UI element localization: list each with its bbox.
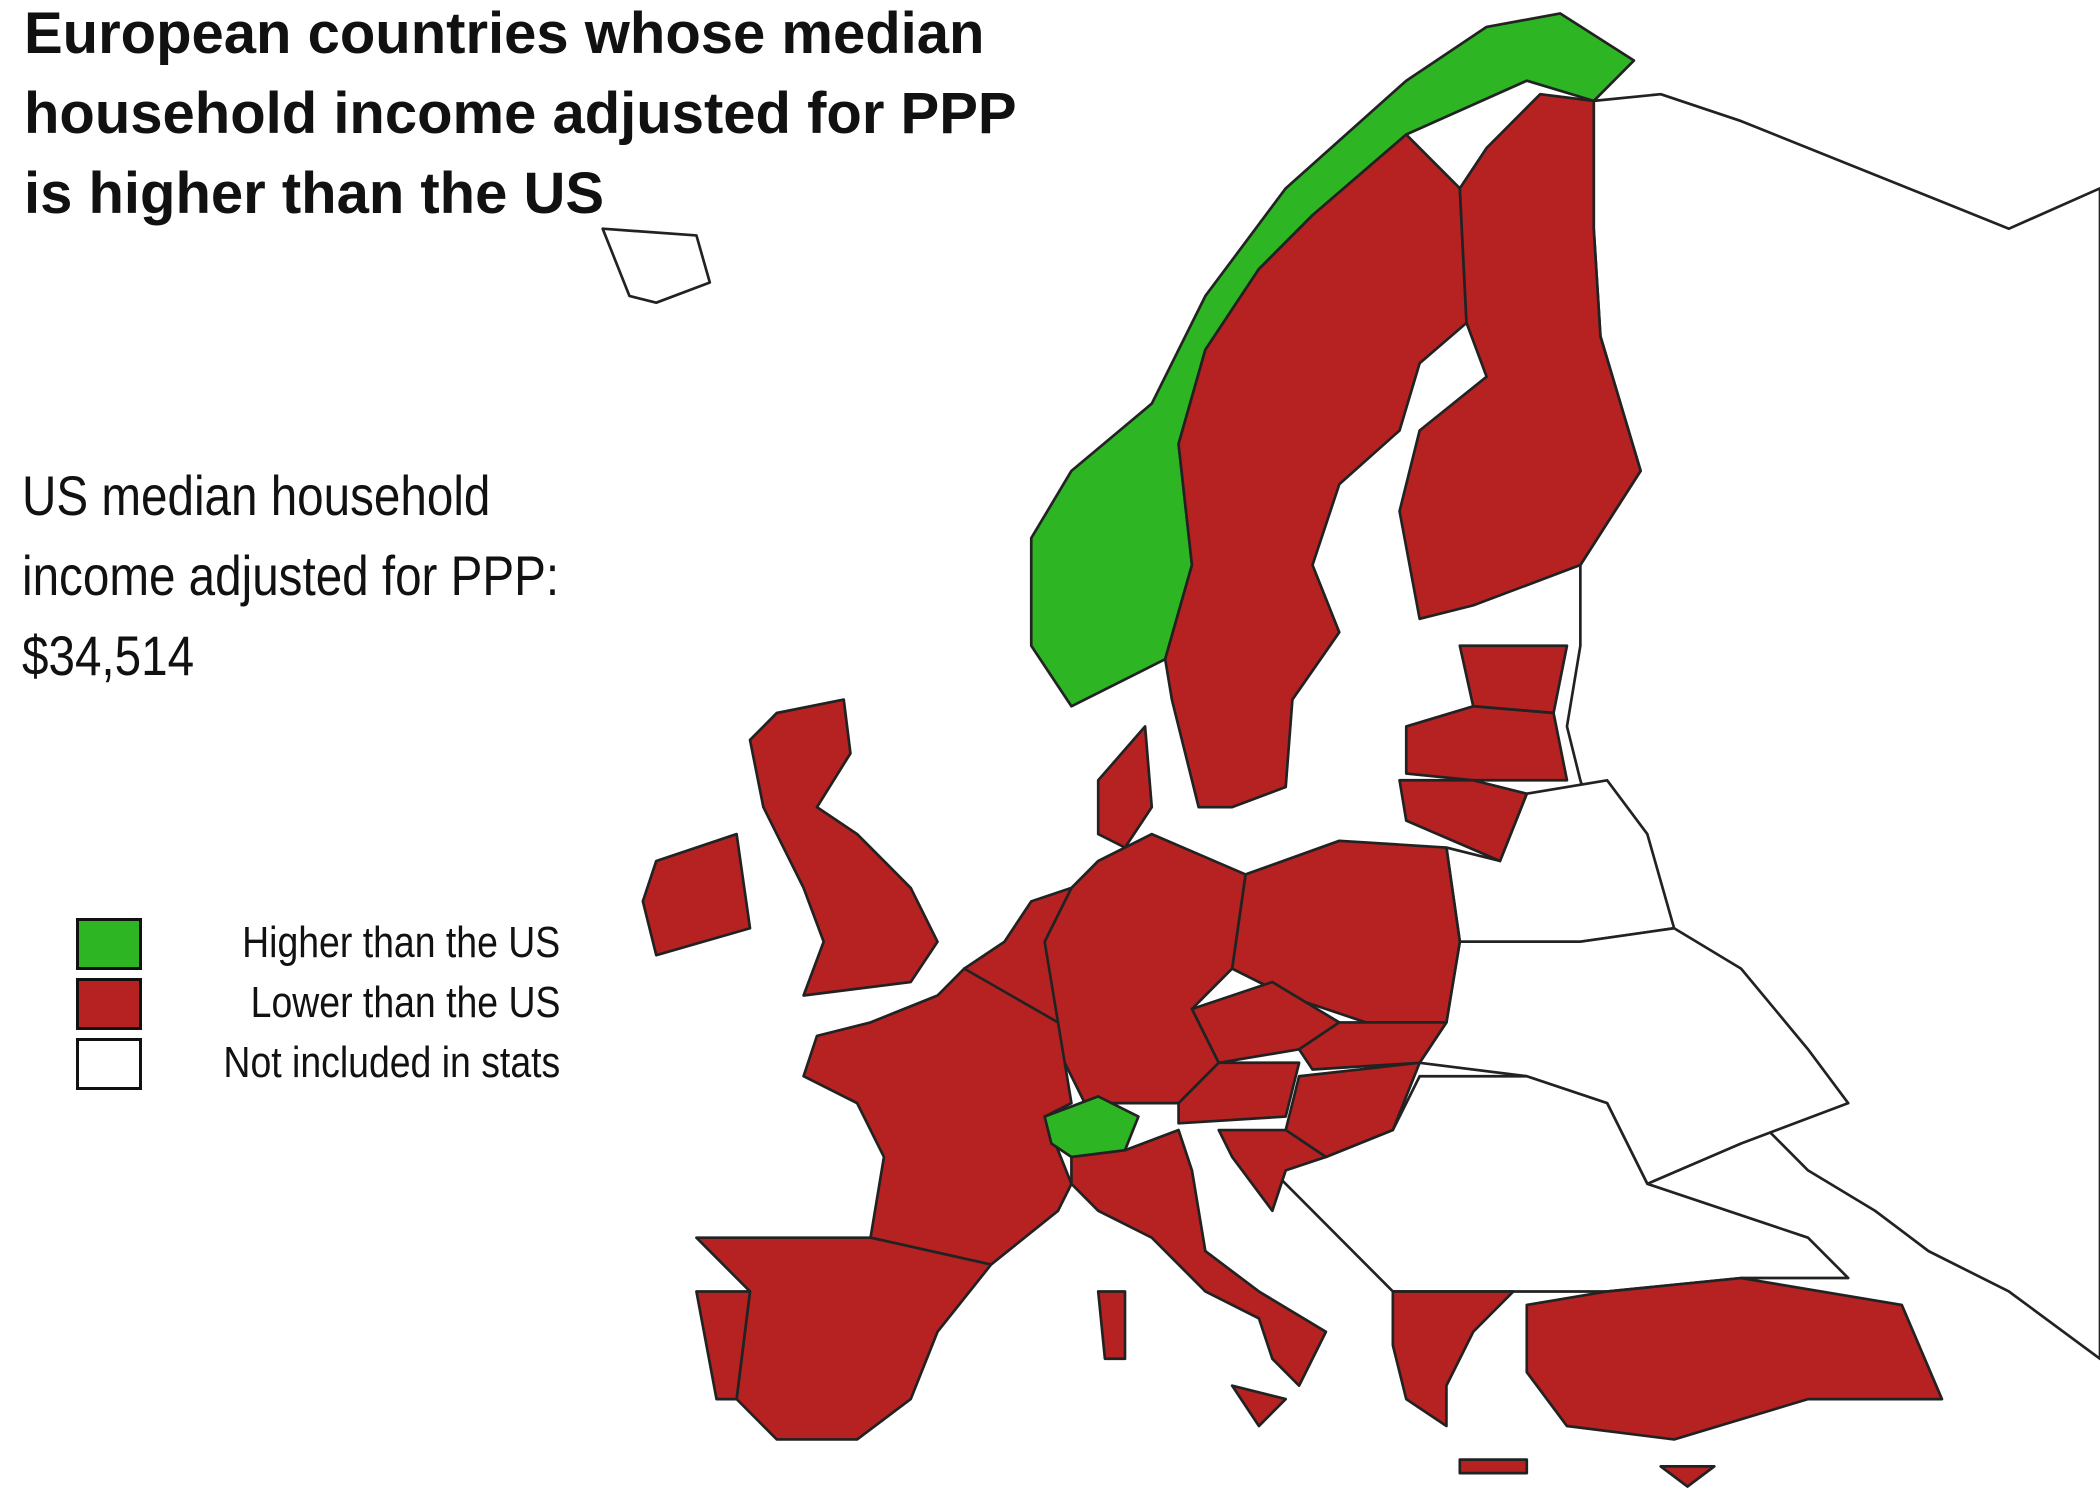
legend-label: Not included in stats (223, 1038, 560, 1087)
title-line: is higher than the US (24, 161, 605, 226)
island-sicily (1230, 1384, 1288, 1428)
country-uk (748, 698, 939, 997)
country-lithuania (1398, 778, 1529, 863)
island-crete (1458, 1458, 1529, 1475)
legend-swatch (76, 1038, 142, 1090)
country-sweden (1163, 133, 1468, 809)
subtitle-line: income adjusted for PPP: (22, 544, 560, 607)
legend-item: Lower than the US (76, 978, 560, 1030)
island-sardinia (1096, 1290, 1127, 1361)
country-cyprus (1659, 1465, 1716, 1488)
legend-item: Higher than the US (76, 918, 560, 970)
subtitle-line: $34,514 (22, 624, 195, 687)
country-hungary (1284, 1061, 1421, 1159)
legend-item: Not included in stats (76, 1038, 560, 1090)
country-finland (1398, 92, 1642, 621)
country-portugal (695, 1290, 752, 1401)
title-line: European countries whose median (24, 1, 985, 66)
country-iceland (601, 227, 712, 305)
legend-label: Lower than the US (250, 978, 560, 1027)
title-line: household income adjusted for PPP (24, 81, 1017, 146)
country-austria (1177, 1061, 1301, 1125)
country-italy (1070, 1128, 1328, 1387)
country-turkey (1525, 1276, 1944, 1441)
country-switzerland (1043, 1095, 1140, 1159)
country-ireland (641, 832, 752, 957)
title: European countries whose median household… (24, 0, 1017, 234)
country-slovakia (1297, 1021, 1448, 1071)
legend-swatch (76, 918, 142, 970)
country-croatia (1217, 1128, 1328, 1213)
country-germany (1043, 832, 1247, 1105)
country-denmark (1096, 725, 1154, 849)
country-latvia (1404, 704, 1569, 782)
subtitle: US median household income adjusted for P… (22, 456, 559, 696)
country-france (802, 967, 1073, 1266)
subtitle-line: US median household (22, 464, 491, 527)
legend-swatch (76, 978, 142, 1030)
legend-label: Higher than the US (241, 918, 560, 967)
country-greece (1391, 1290, 1515, 1428)
country-estonia (1458, 644, 1569, 715)
